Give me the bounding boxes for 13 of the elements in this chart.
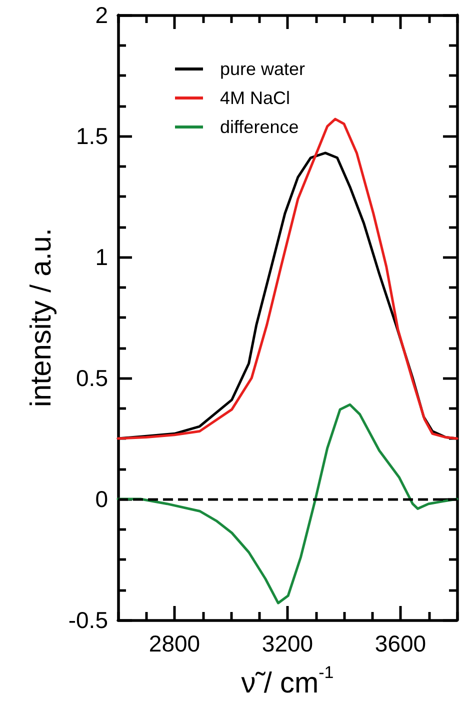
y-tick-label: 1 xyxy=(95,244,108,270)
y-tick-label: -0.5 xyxy=(68,607,108,633)
x-tick-label: 3600 xyxy=(374,630,426,656)
y-tick-label: 0.5 xyxy=(76,365,108,391)
legend-label: difference xyxy=(220,117,299,137)
y-axis-title: intensity / a.u. xyxy=(26,228,58,407)
y-tick-label: 2 xyxy=(95,2,108,28)
x-tick-label: 3200 xyxy=(262,630,314,656)
y-tick-label: 1.5 xyxy=(76,123,108,149)
legend-label: 4M NaCl xyxy=(220,88,290,108)
legend-label: pure water xyxy=(220,59,306,79)
x-tick-label: 2800 xyxy=(148,630,200,656)
y-tick-label: 0 xyxy=(95,486,108,512)
